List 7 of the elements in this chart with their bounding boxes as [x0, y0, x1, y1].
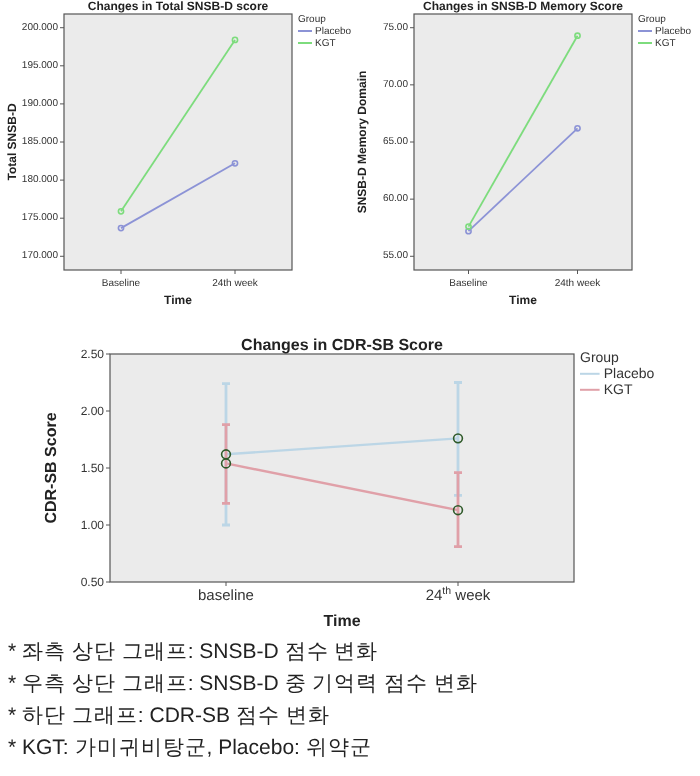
text: * 좌측 상단 그래프: SNSB-D 점수 변화	[8, 640, 379, 664]
y-axis-title: CDR-SB Score	[42, 411, 60, 524]
text: * KGT: 가미귀비탕군, Placebo: 위약군	[8, 736, 372, 760]
text: * 우측 상단 그래프: SNSB-D 중 기억력 점수 변화	[8, 672, 479, 696]
chart-title: Changes in CDR-SB Score	[241, 336, 445, 354]
text: * 하단 그래프: CDR-SB 점수 변화	[8, 704, 330, 728]
x-axis-title: Time	[323, 612, 362, 630]
